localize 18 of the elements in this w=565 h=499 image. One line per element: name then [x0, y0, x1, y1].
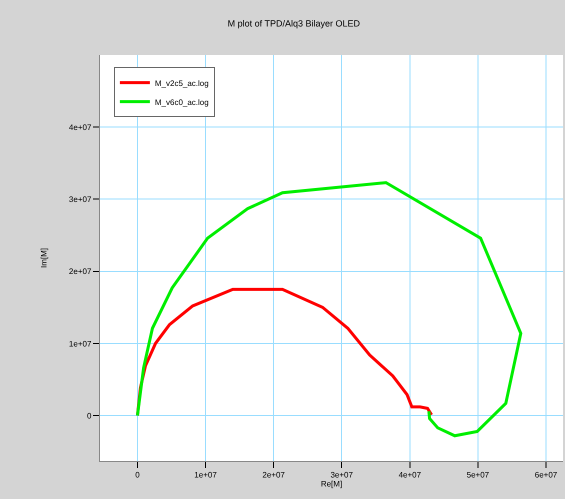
x-tick-label: 1e+07 — [194, 470, 218, 480]
y-tick-label: 4e+07 — [68, 122, 92, 132]
legend-label: M_v2c5_ac.log — [154, 78, 209, 88]
y-tick-label: 2e+07 — [68, 267, 92, 276]
x-tick-label: 4e+07 — [398, 470, 422, 480]
y-tick-label: 1e+07 — [68, 339, 92, 348]
x-tick-label: 6e+07 — [534, 470, 558, 480]
x-axis-title: Re[M] — [320, 480, 342, 489]
x-tick-label: 5e+07 — [466, 470, 490, 480]
x-tick-label: 2e+07 — [262, 470, 286, 480]
x-tick-label: 3e+07 — [330, 470, 354, 480]
line-series — [136, 181, 522, 438]
y-tick-label: 3e+07 — [68, 195, 92, 204]
y-axis-title: Im[M] — [40, 248, 49, 268]
x-tick-label: 0 — [135, 470, 140, 480]
legend-label: M_v6c0_ac.log — [154, 98, 209, 107]
chart-title: M plot of TPD/Alq3 Bilayer OLED — [228, 18, 360, 28]
y-tick-label: 0 — [86, 411, 92, 420]
